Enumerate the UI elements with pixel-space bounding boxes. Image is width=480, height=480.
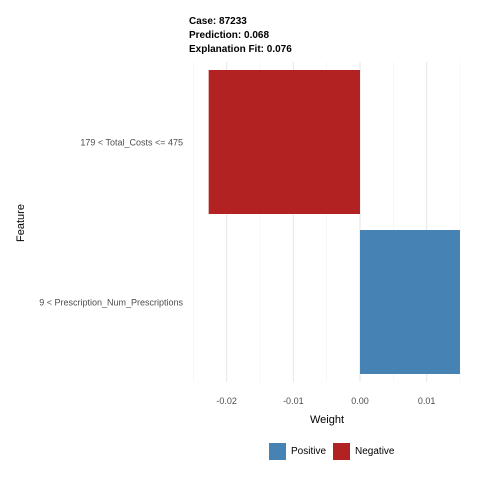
bars	[208, 70, 460, 374]
y-tick-label: 9 < Prescription_Num_Prescriptions	[39, 298, 183, 308]
case-label: Case: 87233	[189, 16, 247, 27]
y-tick-labels: 179 < Total_Costs <= 475 9 < Prescription…	[39, 138, 183, 308]
legend-swatch-positive	[269, 443, 286, 460]
x-tick-label: -0.01	[283, 396, 304, 406]
y-axis-title: Feature	[14, 204, 27, 242]
y-tick-label: 179 < Total_Costs <= 475	[80, 138, 183, 148]
x-tick-labels: -0.02 -0.01 0.00 0.01	[216, 396, 435, 406]
x-tick-label: -0.02	[216, 396, 237, 406]
legend-label-positive: Positive	[291, 446, 327, 457]
x-tick-label: 0.00	[351, 396, 369, 406]
legend: Positive Negative	[269, 443, 401, 460]
x-tick-label: 0.01	[418, 396, 436, 406]
prediction-label: Prediction: 0.068	[189, 30, 270, 41]
bar-positive	[360, 230, 460, 374]
explanation-fit-label: Explanation Fit: 0.076	[189, 44, 292, 55]
bar-negative	[208, 70, 360, 214]
legend-swatch-negative	[333, 443, 351, 460]
legend-label-negative: Negative	[355, 446, 395, 457]
x-axis-title: Weight	[310, 414, 345, 426]
